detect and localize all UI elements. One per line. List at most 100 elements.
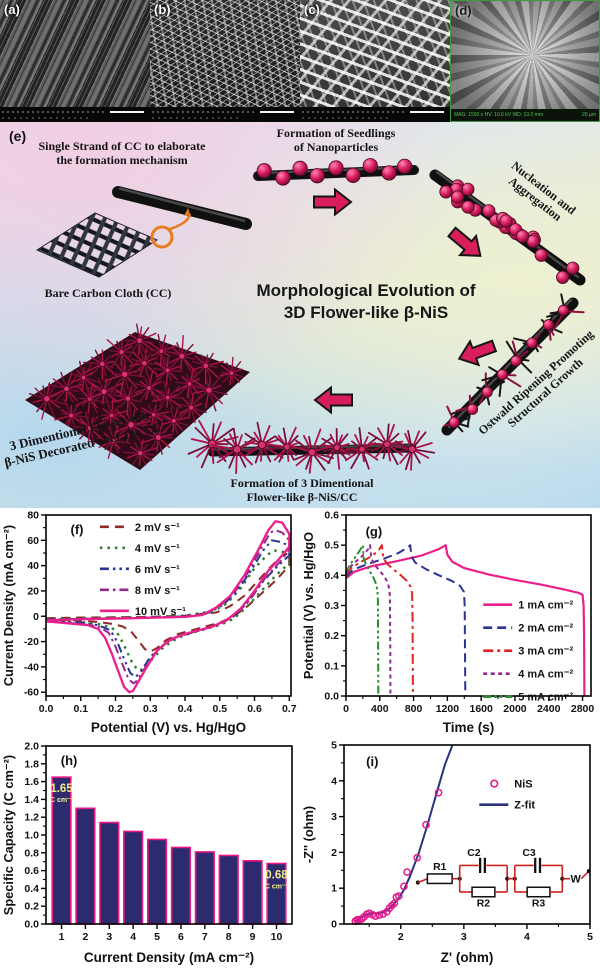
svg-text:4 mA cm⁻²: 4 mA cm⁻² [518, 669, 573, 681]
svg-text:0.6: 0.6 [247, 703, 262, 715]
svg-text:6 mV s⁻¹: 6 mV s⁻¹ [135, 564, 180, 576]
svg-text:3: 3 [461, 931, 467, 943]
svg-text:2400: 2400 [537, 703, 561, 715]
formation-label: Formation of 3 Dimentional Flower-like β… [230, 476, 374, 504]
scale-label: 20 µm [582, 112, 596, 118]
svg-text:0.0: 0.0 [324, 691, 339, 703]
svg-text:10: 10 [271, 931, 283, 943]
svg-text:5: 5 [587, 931, 593, 943]
svg-text:2800: 2800 [571, 703, 595, 715]
svg-text:400: 400 [371, 703, 389, 715]
svg-text:C cm⁻²: C cm⁻² [50, 797, 74, 804]
svg-text:C3: C3 [522, 848, 536, 859]
svg-text:1.0: 1.0 [24, 830, 39, 842]
sem-info-bar-a [0, 107, 150, 122]
svg-text:2.0: 2.0 [24, 741, 39, 753]
svg-text:1: 1 [59, 931, 65, 943]
svg-text:(g): (g) [366, 524, 383, 539]
svg-text:2 mA cm⁻²: 2 mA cm⁻² [518, 623, 573, 635]
nyquist-chart: 2 3 4 5 0 1 2 3 4 5 Z' (ohm) -Z'' (ohm) (i) NiS Z-fit R… [300, 738, 600, 968]
svg-text:C2: C2 [467, 848, 481, 859]
svg-text:Z-fit: Z-fit [514, 800, 535, 812]
svg-text:(f): (f) [71, 522, 84, 537]
sem-image-d: (d) MAG: 1500 x HV: 10.0 kV WD: 10.0 mm … [450, 0, 600, 122]
panel-label-a: (a) [4, 2, 20, 17]
svg-text:0: 0 [33, 611, 39, 623]
svg-text:0.2: 0.2 [24, 901, 39, 913]
cv-chart: 0.0 0.1 0.2 0.3 0.4 0.5 0.6 0.7 -60 -40 -20 0 20 40 60… [0, 508, 300, 738]
svg-text:Current Density (mA cm⁻²): Current Density (mA cm⁻²) [1, 525, 16, 686]
mechanism-artwork [25, 158, 586, 475]
sem-meta-text: MAG: 1500 x HV: 10.0 kV WD: 10.0 mm [454, 112, 544, 118]
svg-text:5: 5 [154, 931, 160, 943]
svg-text:NiS: NiS [514, 779, 532, 791]
gcd-svg: 0 400 800 1200 1600 2000 2400 2800 0.0 0.1 0.2 0.3 0… [301, 510, 595, 736]
panel-label-e: (e) [9, 128, 27, 144]
sem-info-bar-d: MAG: 1500 x HV: 10.0 kV WD: 10.0 mm 20 µ… [451, 109, 599, 121]
svg-text:2: 2 [331, 847, 337, 859]
svg-text:0.4: 0.4 [324, 570, 339, 582]
svg-text:1.4: 1.4 [24, 794, 39, 806]
svg-text:1: 1 [331, 883, 337, 895]
svg-text:0.2: 0.2 [108, 703, 123, 715]
svg-text:0.1: 0.1 [73, 703, 88, 715]
svg-text:W: W [570, 874, 581, 886]
svg-text:4: 4 [524, 931, 530, 943]
svg-text:0.1: 0.1 [324, 660, 339, 672]
panel-label-d: (d) [455, 3, 472, 18]
scale-bar [110, 111, 144, 113]
svg-text:1.65: 1.65 [50, 783, 73, 795]
strand-note: Single Strand of CC to elaborate the for… [38, 139, 206, 167]
diagram-title: Morphological Evolution of 3D Flower-lik… [256, 280, 476, 322]
svg-text:1200: 1200 [436, 703, 460, 715]
eis-svg: 2 3 4 5 0 1 2 3 4 5 Z' (ohm) -Z'' (ohm) (i) NiS Z-fit R… [301, 740, 593, 966]
svg-text:1600: 1600 [469, 703, 493, 715]
svg-text:R2: R2 [477, 898, 491, 909]
svg-text:4: 4 [130, 931, 136, 943]
svg-text:5: 5 [331, 740, 337, 752]
svg-text:2: 2 [398, 931, 404, 943]
svg-text:60: 60 [27, 535, 39, 547]
svg-text:0.3: 0.3 [143, 703, 158, 715]
svg-text:0.68: 0.68 [265, 869, 288, 881]
svg-text:8 mV s⁻¹: 8 mV s⁻¹ [135, 585, 180, 597]
svg-text:0.8: 0.8 [24, 847, 39, 859]
scale-bar [410, 111, 444, 113]
sem-image-a: (a) [0, 0, 150, 122]
svg-text:1.6: 1.6 [24, 776, 39, 788]
svg-text:-20: -20 [24, 636, 39, 648]
svg-text:Time (s): Time (s) [443, 720, 495, 735]
svg-text:5 mA cm⁻²: 5 mA cm⁻² [518, 692, 573, 704]
bare-cc-label: Bare Carbon Cloth (CC) [44, 286, 172, 301]
svg-text:3: 3 [331, 811, 337, 823]
cv-svg: 0.0 0.1 0.2 0.3 0.4 0.5 0.6 0.7 -60 -40 -20 0 20 40 60… [1, 510, 297, 736]
svg-text:Specific Capacity (C cm⁻²): Specific Capacity (C cm⁻²) [1, 755, 16, 915]
svg-text:0: 0 [331, 919, 337, 931]
svg-text:1 mA cm⁻²: 1 mA cm⁻² [518, 600, 573, 612]
svg-text:2000: 2000 [503, 703, 527, 715]
capacity-bar-chart: 1 2 3 4 5 6 7 8 9 10 0.0 0.2 0.4 0.6 0.8 1.0 1.2 1.4 1.6 1.… [0, 738, 300, 968]
svg-text:0.4: 0.4 [178, 703, 193, 715]
svg-text:0.6: 0.6 [24, 865, 39, 877]
svg-text:4 mV s⁻¹: 4 mV s⁻¹ [135, 543, 180, 555]
svg-text:3 mA cm⁻²: 3 mA cm⁻² [518, 646, 573, 658]
svg-text:-60: -60 [24, 687, 39, 699]
svg-text:0.0: 0.0 [24, 919, 39, 931]
svg-text:R3: R3 [532, 898, 546, 909]
svg-text:40: 40 [27, 560, 39, 572]
svg-text:(i): (i) [366, 754, 378, 769]
svg-text:80: 80 [27, 510, 39, 522]
svg-text:0: 0 [343, 703, 349, 715]
svg-text:9: 9 [250, 931, 256, 943]
svg-text:-Z'' (ohm): -Z'' (ohm) [301, 806, 316, 863]
svg-text:0.5: 0.5 [212, 703, 227, 715]
equivalent-circuit-inset: R1 C2 R2 C3 R3 W [415, 848, 591, 909]
svg-text:20: 20 [27, 585, 39, 597]
svg-text:R1: R1 [433, 862, 447, 873]
svg-text:1.2: 1.2 [24, 812, 39, 824]
svg-text:0.3: 0.3 [324, 600, 339, 612]
sem-image-b: (b) [150, 0, 300, 122]
svg-text:0.4: 0.4 [24, 883, 39, 895]
svg-text:2 mV s⁻¹: 2 mV s⁻¹ [135, 522, 180, 534]
